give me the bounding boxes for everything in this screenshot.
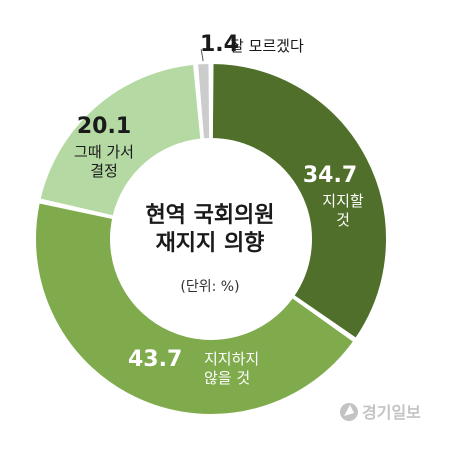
chart-title-line-2: 재지지 의향 xyxy=(156,231,265,256)
pointer-group xyxy=(200,49,204,62)
slice-1 xyxy=(34,201,356,416)
slices-group xyxy=(34,61,388,416)
slice-3 xyxy=(195,61,212,141)
slice-value-label-1: 43.7 xyxy=(128,347,182,372)
slice-pointer-line-3 xyxy=(200,49,204,62)
slice-value-label-2: 20.1 xyxy=(77,114,131,139)
slice-category-label-2-1: 결정 xyxy=(90,162,118,180)
slice-category-label-1-1: 않을 것 xyxy=(204,369,250,387)
slice-0 xyxy=(210,61,388,341)
slice-value-label-0: 34.7 xyxy=(303,163,357,188)
watermark: 경기일보 xyxy=(340,403,421,422)
slice-category-label-0-0: 지지할 xyxy=(322,192,364,210)
chart-title-line-1: 현역 국회의원 xyxy=(145,203,274,228)
slice-category-label-3-0: 잘 모르겠다 xyxy=(230,37,304,55)
watermark-text: 경기일보 xyxy=(362,403,421,422)
slice-value-label-3: 1.4 xyxy=(200,32,239,57)
unit-label: (단위: %) xyxy=(180,279,239,295)
slice-category-label-0-1: 것 xyxy=(336,211,350,229)
slice-category-label-2-0: 그때 가서 xyxy=(74,143,134,161)
slice-2 xyxy=(38,62,203,218)
newspaper-logo-icon xyxy=(340,403,358,421)
slice-category-label-1-0: 지지하지 xyxy=(204,350,259,368)
